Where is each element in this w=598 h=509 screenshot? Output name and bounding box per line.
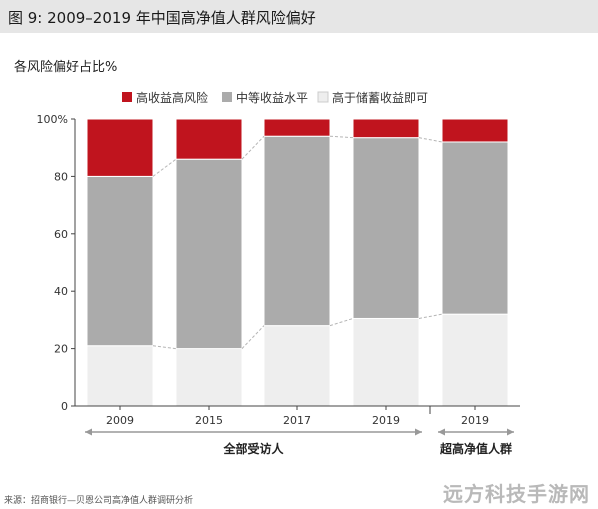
connector-line [241,325,265,349]
bar-segment-1-2 [175,118,243,160]
arrow-right-icon [415,428,422,436]
x-tick-label: 2017 [283,414,311,427]
arrow-left-icon [438,428,445,436]
y-tick-label: 60 [54,228,68,241]
bar-segment-1-0 [175,348,243,407]
watermark: 远方科技手游网 [443,482,590,506]
y-axis-label: 各风险偏好占比% [14,60,118,75]
bars [86,118,509,407]
group-brackets: 全部受访人 超高净值人群 [85,428,514,456]
bar-segment-0-1 [86,175,154,347]
connector-line [418,137,443,143]
y-tick-label: 100% [37,113,68,126]
connector-lines [152,135,443,350]
bar-segment-2-2 [263,118,331,137]
legend-swatch [317,91,329,103]
bar-segment-3-2 [352,118,420,139]
y-tick-label: 80 [54,170,68,183]
bar-segment-2-1 [263,135,331,327]
bar-segment-4-1 [441,141,509,315]
bar-segment-1-1 [175,158,243,350]
arrow-left-icon [85,428,92,436]
bar-segment-3-0 [352,317,420,407]
arrow-right-icon [507,428,514,436]
bar-segment-2-0 [263,325,331,407]
x-tick-label: 2019 [372,414,400,427]
figure-title: 图 9: 2009–2019 年中国高净值人群风险偏好 [8,9,316,27]
connector-line [418,313,443,319]
bar-segment-4-0 [441,313,509,407]
group-label: 超高净值人群 [439,441,512,456]
bar-segment-0-0 [86,345,154,407]
y-tick-label: 40 [54,285,68,298]
legend-label: 中等收益水平 [236,90,308,105]
source-note: 来源：招商银行—贝恩公司高净值人群调研分析 [4,496,194,506]
x-tick-label: 2015 [195,414,223,427]
legend-swatch [222,92,232,102]
y-tick-label: 20 [54,343,68,356]
connector-line [152,158,177,177]
x-tick-label: 2019 [461,414,489,427]
figure-header: 图 9: 2009–2019 年中国高净值人群风险偏好 [0,0,598,33]
legend-swatch [122,92,132,102]
x-tick-label: 2009 [106,414,134,427]
legend-label: 高收益高风险 [136,90,208,105]
connector-line [152,345,177,350]
bar-segment-0-2 [86,118,154,177]
connector-line [241,135,265,160]
y-tick-label: 0 [61,400,68,413]
bar-segment-4-2 [441,118,509,143]
connector-line [329,317,354,327]
bar-segment-3-1 [352,137,420,319]
legend-label: 高于储蓄收益即可 [332,90,428,105]
connector-line [329,135,354,139]
axes: 0 20 40 60 80 100% 2009 2015 2017 2019 2019 [37,113,520,427]
group-label: 全部受访人 [222,441,284,456]
legend: 高收益高风险 中等收益水平 高于储蓄收益即可 [122,90,428,105]
